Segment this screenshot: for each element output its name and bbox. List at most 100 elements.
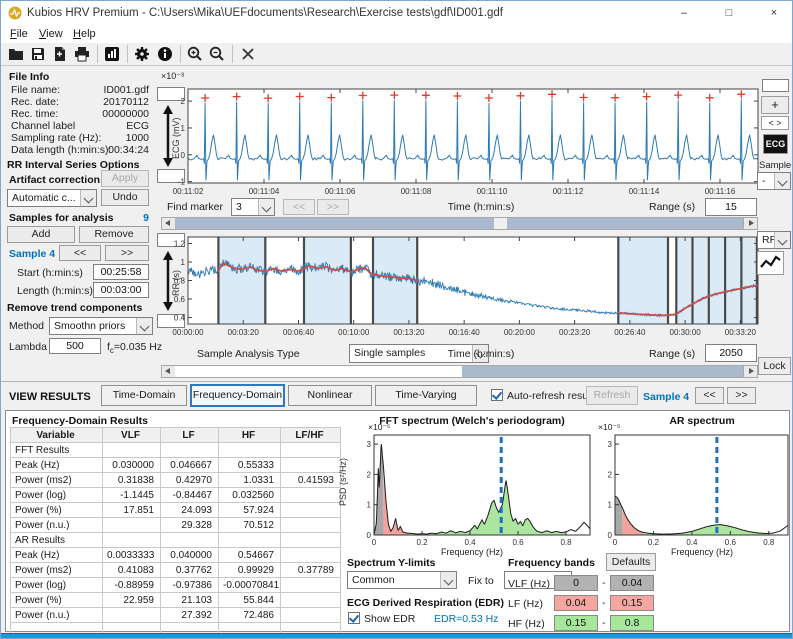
apply-button[interactable]: Apply [101, 170, 149, 187]
vlf-to-input[interactable] [610, 575, 654, 591]
open-file-icon[interactable] [7, 45, 27, 63]
add-sample-button[interactable]: Add [7, 226, 75, 243]
frequency-results-table: Variable VLF LF HF LF/HF FFT Results Peak (Hz)… [10, 427, 341, 638]
vlf-from-input[interactable] [554, 575, 598, 591]
sample-select-dropdown[interactable]: - [757, 172, 791, 190]
file-info-label: Rec. time: [11, 108, 59, 120]
ecg-range-input[interactable] [705, 198, 757, 216]
show-edr-checkbox[interactable] [348, 612, 360, 624]
print-icon[interactable] [73, 45, 93, 63]
ecg-channel-button[interactable]: ECG [763, 134, 788, 154]
rr-scrollbar-thumb[interactable] [462, 366, 746, 377]
scroll-left-icon[interactable] [162, 218, 176, 229]
prev-marker-button[interactable]: << [283, 199, 315, 215]
close-file-icon[interactable] [239, 45, 259, 63]
rr-ylim-lower-input[interactable] [157, 314, 185, 328]
scroll-right-icon[interactable] [743, 366, 757, 377]
maximize-button[interactable]: □ [725, 7, 733, 19]
results-prev-sample-button[interactable]: << [695, 387, 724, 404]
method-dropdown[interactable]: Smoothn priors [49, 317, 153, 335]
pan-button[interactable]: < > [761, 116, 789, 130]
ecg-scrollbar-thumb[interactable] [175, 218, 494, 229]
auto-refresh-checkbox[interactable] [491, 389, 503, 401]
ecg-ylim-lower-input[interactable] [157, 169, 185, 183]
minimize-button[interactable]: – [680, 7, 688, 19]
find-marker-dropdown[interactable]: 3 [231, 198, 275, 216]
lock-button[interactable]: Lock [758, 357, 791, 375]
scroll-left-icon[interactable] [162, 366, 176, 377]
table-row: Power (ms2) 0.31838 0.42970 1.0331 0.41593 [10, 472, 341, 488]
rr-yaxis-zoom-arrow-icon[interactable] [161, 251, 175, 316]
zoom-in-icon[interactable] [186, 45, 206, 63]
close-button[interactable]: × [770, 7, 778, 19]
prev-sample-button[interactable]: << [59, 245, 101, 261]
spectrum-ylimits-title: Spectrum Y-limits [347, 557, 436, 569]
ecg-ylim-upper-input[interactable] [157, 87, 185, 101]
right-ylim-input[interactable] [762, 79, 789, 92]
about-info-icon[interactable] [156, 45, 176, 63]
ecg-scrollbar-thumb[interactable] [507, 218, 746, 229]
menu-file[interactable]: File [10, 28, 28, 40]
find-marker-label: Find marker [167, 201, 224, 213]
menu-help[interactable]: Help [73, 28, 96, 40]
ecg-chart[interactable]: 00:11:02 00:11:04 00:11:06 00:11:08 00:11:10… [161, 84, 759, 200]
report-icon[interactable] [103, 45, 123, 63]
ecg-scrollbar[interactable] [161, 217, 758, 230]
rr-chart[interactable]: 00:00:00 00:03:20 00:06:40 00:10:00 00:13:20… [161, 232, 759, 338]
lf-from-input[interactable] [554, 595, 598, 611]
refresh-button[interactable]: Refresh [586, 386, 638, 405]
waveform-view-icon[interactable] [757, 251, 784, 275]
svg-text:1: 1 [181, 258, 186, 267]
remove-sample-button[interactable]: Remove [79, 226, 149, 243]
file-info-label: Sampling rate (Hz): [11, 132, 102, 144]
sample-analysis-type-dropdown[interactable]: Single samples [349, 344, 489, 363]
undo-button[interactable]: Undo [101, 189, 149, 206]
spectrum-ylimits-dropdown[interactable]: Common [347, 571, 457, 589]
tab-frequency-domain[interactable]: Frequency-Domain [190, 384, 285, 407]
table-row: Power (ms2) 0.41083 0.37762 0.99929 0.37789 [10, 562, 341, 578]
zoom-plus-button[interactable]: + [761, 96, 789, 114]
rr-scrollbar-track[interactable] [175, 366, 462, 377]
rr-range-input[interactable] [705, 344, 757, 362]
table-row: Power (n.u.) 27.392 72.486 [10, 607, 341, 623]
fft-spectrum-title: FFT spectrum (Welch's periodogram) [379, 415, 565, 427]
svg-text:0.4: 0.4 [464, 538, 476, 547]
toolbar [1, 43, 792, 66]
table-row: Power (log) -1.1445 -0.84467 0.032560 [10, 487, 341, 503]
tab-nonlinear[interactable]: Nonlinear [288, 385, 372, 406]
hf-from-input[interactable] [554, 615, 598, 631]
tab-time-domain[interactable]: Time-Domain [101, 385, 187, 406]
zoom-out-icon[interactable] [208, 45, 228, 63]
svg-text:0: 0 [367, 531, 372, 540]
next-marker-button[interactable]: >> [317, 199, 349, 215]
frequency-bands-title: Frequency bands [508, 557, 595, 569]
menu-view[interactable]: View [39, 28, 63, 40]
defaults-button[interactable]: Defaults [606, 553, 656, 571]
settings-gear-icon[interactable] [133, 45, 153, 63]
ar-y-multiplier: ×10⁻⁵ [598, 422, 621, 432]
ar-spectrum-chart[interactable]: 0 0.2 0.4 0.6 0.8 0 1 2 3 [594, 428, 792, 550]
tab-time-varying[interactable]: Time-Varying [375, 385, 477, 406]
lambda-input[interactable] [49, 338, 101, 354]
results-next-sample-button[interactable]: >> [727, 387, 756, 404]
svg-text:0.6: 0.6 [512, 538, 524, 547]
svg-text:0: 0 [372, 538, 377, 547]
sample-start-input[interactable] [93, 264, 149, 280]
lf-to-input[interactable] [610, 595, 654, 611]
artifact-correction-dropdown[interactable]: Automatic c... [7, 189, 97, 207]
svg-text:3: 3 [367, 440, 372, 449]
toolbar-separator [97, 45, 98, 63]
rr-options-title: RR Interval Series Options [7, 159, 140, 171]
ecg-yaxis-zoom-arrow-icon[interactable] [161, 105, 175, 172]
rr-scrollbar[interactable] [161, 365, 758, 378]
next-sample-button[interactable]: >> [105, 245, 149, 261]
export-document-icon[interactable] [51, 45, 71, 63]
sample-length-input[interactable] [93, 282, 149, 298]
hf-to-input[interactable] [610, 615, 654, 631]
fft-spectrum-chart[interactable]: 0 0.2 0.4 0.6 0.8 0 1 2 3 [352, 428, 594, 550]
save-icon[interactable] [29, 45, 49, 63]
series-select-dropdown[interactable]: RR [757, 231, 791, 249]
window-title: Kubios HRV Premium - C:\Users\Mika\UEFdo… [27, 7, 503, 19]
rr-ylim-upper-input[interactable] [157, 233, 185, 247]
scroll-right-icon[interactable] [743, 218, 757, 229]
